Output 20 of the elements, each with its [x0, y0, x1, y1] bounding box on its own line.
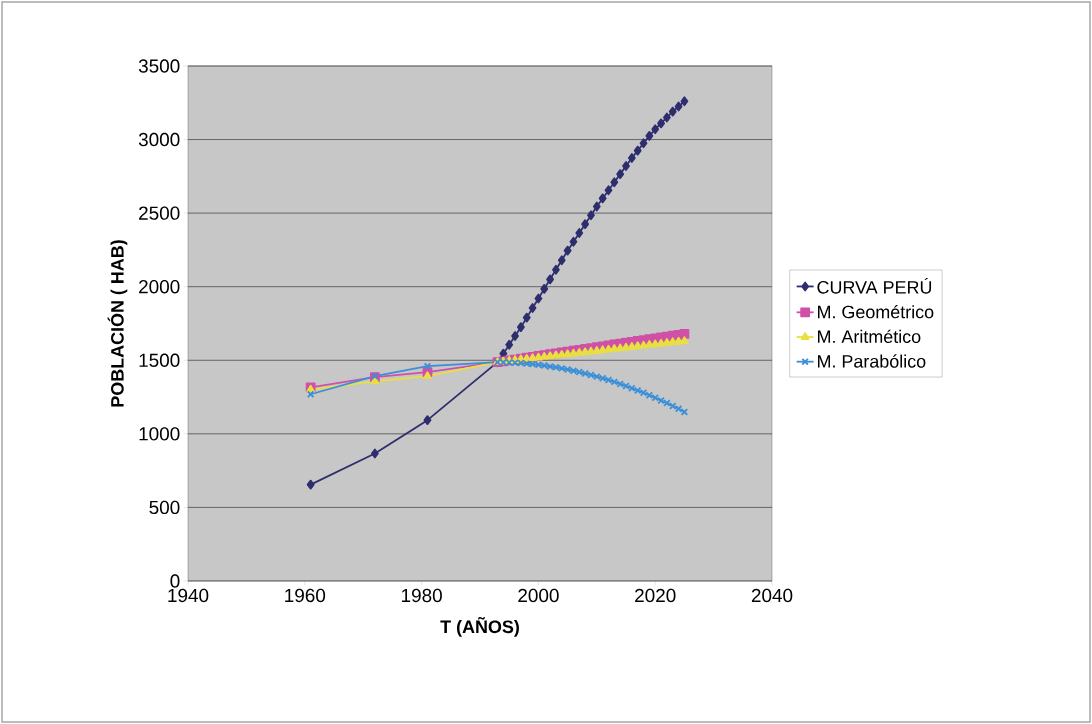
x-tick-label: 2040	[751, 588, 793, 603]
x-tick-label: 2000	[518, 588, 559, 603]
y-tick-label: 1000	[139, 427, 180, 441]
legend-label: CURVA PERÚ	[817, 277, 932, 294]
legend-label: M. Aritmético	[818, 329, 921, 344]
y-tick-label: 3500	[138, 59, 180, 73]
x-tick-label: 1960	[285, 588, 326, 603]
y-tick-label: 2000	[139, 279, 180, 294]
x-tick-label: 2020	[635, 588, 676, 603]
y-tick-label: 1500	[139, 353, 180, 367]
x-tick-label: 1980	[401, 588, 442, 603]
x-axis-title: T (AÑOS)	[440, 616, 519, 637]
y-tick-label: 3000	[138, 132, 180, 147]
y-tick-label: 500	[149, 500, 180, 515]
legend-label: M. Parabólico	[818, 354, 926, 368]
y-tick-label: 0	[170, 574, 180, 588]
legend-label: M. Geométrico	[818, 304, 934, 319]
y-axis-title: POBLACIÓN ( HAB)	[107, 240, 128, 407]
x-tick-label: 1940	[168, 588, 209, 603]
y-tick-label: 2500	[139, 206, 180, 220]
